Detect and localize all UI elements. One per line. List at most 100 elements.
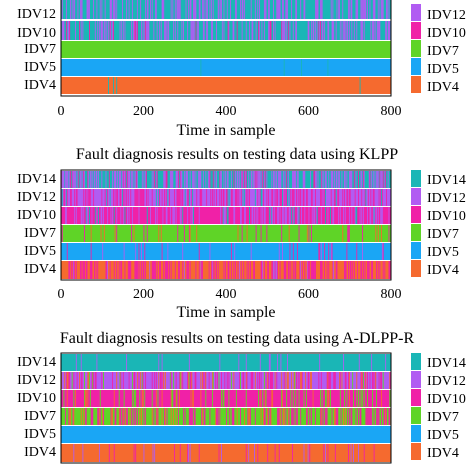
heatmap-cell xyxy=(229,408,231,425)
heatmap-cell xyxy=(376,390,378,407)
heatmap-cell xyxy=(193,0,195,19)
heatmap-cell xyxy=(361,390,363,407)
heatmap-cell xyxy=(320,408,321,425)
heatmap-cell xyxy=(384,171,386,188)
heatmap-cell xyxy=(174,21,176,40)
heatmap-row-IDV7 xyxy=(61,225,391,242)
heatmap-cell xyxy=(152,261,154,279)
heatmap-cell xyxy=(183,225,185,242)
heatmap-cell xyxy=(242,189,244,206)
heatmap-cell xyxy=(164,408,166,425)
heatmap-cell xyxy=(156,261,158,279)
heatmap-cell xyxy=(136,21,137,40)
heatmap-cell xyxy=(176,390,178,407)
heatmap-cell xyxy=(226,189,228,206)
heatmap-cell xyxy=(379,261,381,279)
heatmap-cell xyxy=(104,189,106,206)
heatmap-cell xyxy=(191,189,193,206)
heatmap-cell xyxy=(192,408,194,425)
heatmap-cell xyxy=(64,372,66,389)
heatmap-cell xyxy=(282,171,284,188)
heatmap-cell xyxy=(161,390,163,407)
heatmap-cell xyxy=(356,372,358,389)
heatmap-cell xyxy=(358,444,359,462)
heatmap-cell xyxy=(92,372,94,389)
heatmap-cell xyxy=(164,21,166,40)
y-label: IDV10 xyxy=(17,26,56,41)
heatmap-cell xyxy=(218,372,220,389)
heatmap-cell xyxy=(256,171,258,188)
heatmap-cell xyxy=(66,390,68,407)
heatmap-cell xyxy=(162,207,164,224)
heatmap-cell xyxy=(356,390,358,407)
heatmap-cell xyxy=(192,207,194,224)
heatmap-cell xyxy=(263,171,265,188)
heatmap-cell xyxy=(347,21,349,40)
heatmap-cell xyxy=(126,0,128,19)
heatmap-row-IDV4 xyxy=(61,77,391,94)
heatmap-cell xyxy=(289,207,291,224)
heatmap-cell xyxy=(294,372,296,389)
heatmap-cell xyxy=(187,21,189,40)
heatmap-cell xyxy=(147,21,149,40)
heatmap-cell xyxy=(246,261,248,279)
heatmap-cell xyxy=(65,21,67,40)
heatmap-cell xyxy=(158,372,160,389)
heatmap-cell xyxy=(273,171,274,188)
heatmap-cell xyxy=(368,171,370,188)
heatmap-cell xyxy=(102,408,104,425)
heatmap-cell xyxy=(240,408,241,425)
heatmap-cell xyxy=(235,171,236,188)
heatmap-cell xyxy=(74,171,76,188)
heatmap-cell xyxy=(263,372,265,389)
heatmap-cell xyxy=(174,207,175,224)
heatmap-cell xyxy=(113,261,115,279)
heatmap-cell xyxy=(378,189,380,206)
heatmap-cell xyxy=(220,207,222,224)
heatmap-cell xyxy=(240,372,241,389)
heatmap-cell xyxy=(84,225,85,242)
heatmap-cell xyxy=(80,207,82,224)
heatmap-cell xyxy=(179,207,181,224)
heatmap-cell xyxy=(131,21,133,40)
heatmap-cell xyxy=(326,261,328,279)
heatmap-cell xyxy=(140,372,142,389)
heatmap-cell xyxy=(202,21,204,40)
heatmap-cell xyxy=(221,21,223,40)
heatmap-cell xyxy=(193,171,195,188)
heatmap-cell xyxy=(178,0,180,19)
heatmap-cell xyxy=(135,444,137,462)
heatmap-cell xyxy=(321,171,323,188)
heatmap-cell xyxy=(263,261,265,279)
heatmap-cell xyxy=(389,390,391,407)
heatmap-cell xyxy=(162,372,164,389)
heatmap-cell xyxy=(260,225,262,242)
heatmap-cell xyxy=(194,408,196,425)
heatmap-cell xyxy=(65,189,67,206)
heatmap-cell xyxy=(254,207,255,224)
heatmap-cell xyxy=(236,21,238,40)
heatmap-cell xyxy=(292,261,294,279)
heatmap-cell xyxy=(101,171,103,188)
heatmap-cell xyxy=(156,408,158,425)
heatmap-cell xyxy=(236,189,238,206)
heatmap-cell xyxy=(188,225,190,242)
heatmap-cell xyxy=(323,171,325,188)
heatmap-cell xyxy=(343,207,345,224)
heatmap-cell xyxy=(120,408,122,425)
heatmap-cell xyxy=(296,21,298,40)
heatmap-cell xyxy=(182,207,184,224)
heatmap-cell xyxy=(380,171,382,188)
heatmap-cell xyxy=(219,408,221,425)
heatmap-cell xyxy=(116,372,118,389)
heatmap-cell xyxy=(320,189,321,206)
heatmap-cell xyxy=(320,408,322,425)
heatmap-cell xyxy=(282,0,283,19)
heatmap-cell xyxy=(370,408,372,425)
heatmap-cell xyxy=(211,21,213,40)
heatmap-cell xyxy=(303,390,305,407)
heatmap-cell xyxy=(153,171,155,188)
heatmap-cell xyxy=(386,0,387,19)
heatmap-cell xyxy=(319,354,321,371)
heatmap-cell xyxy=(259,171,261,188)
